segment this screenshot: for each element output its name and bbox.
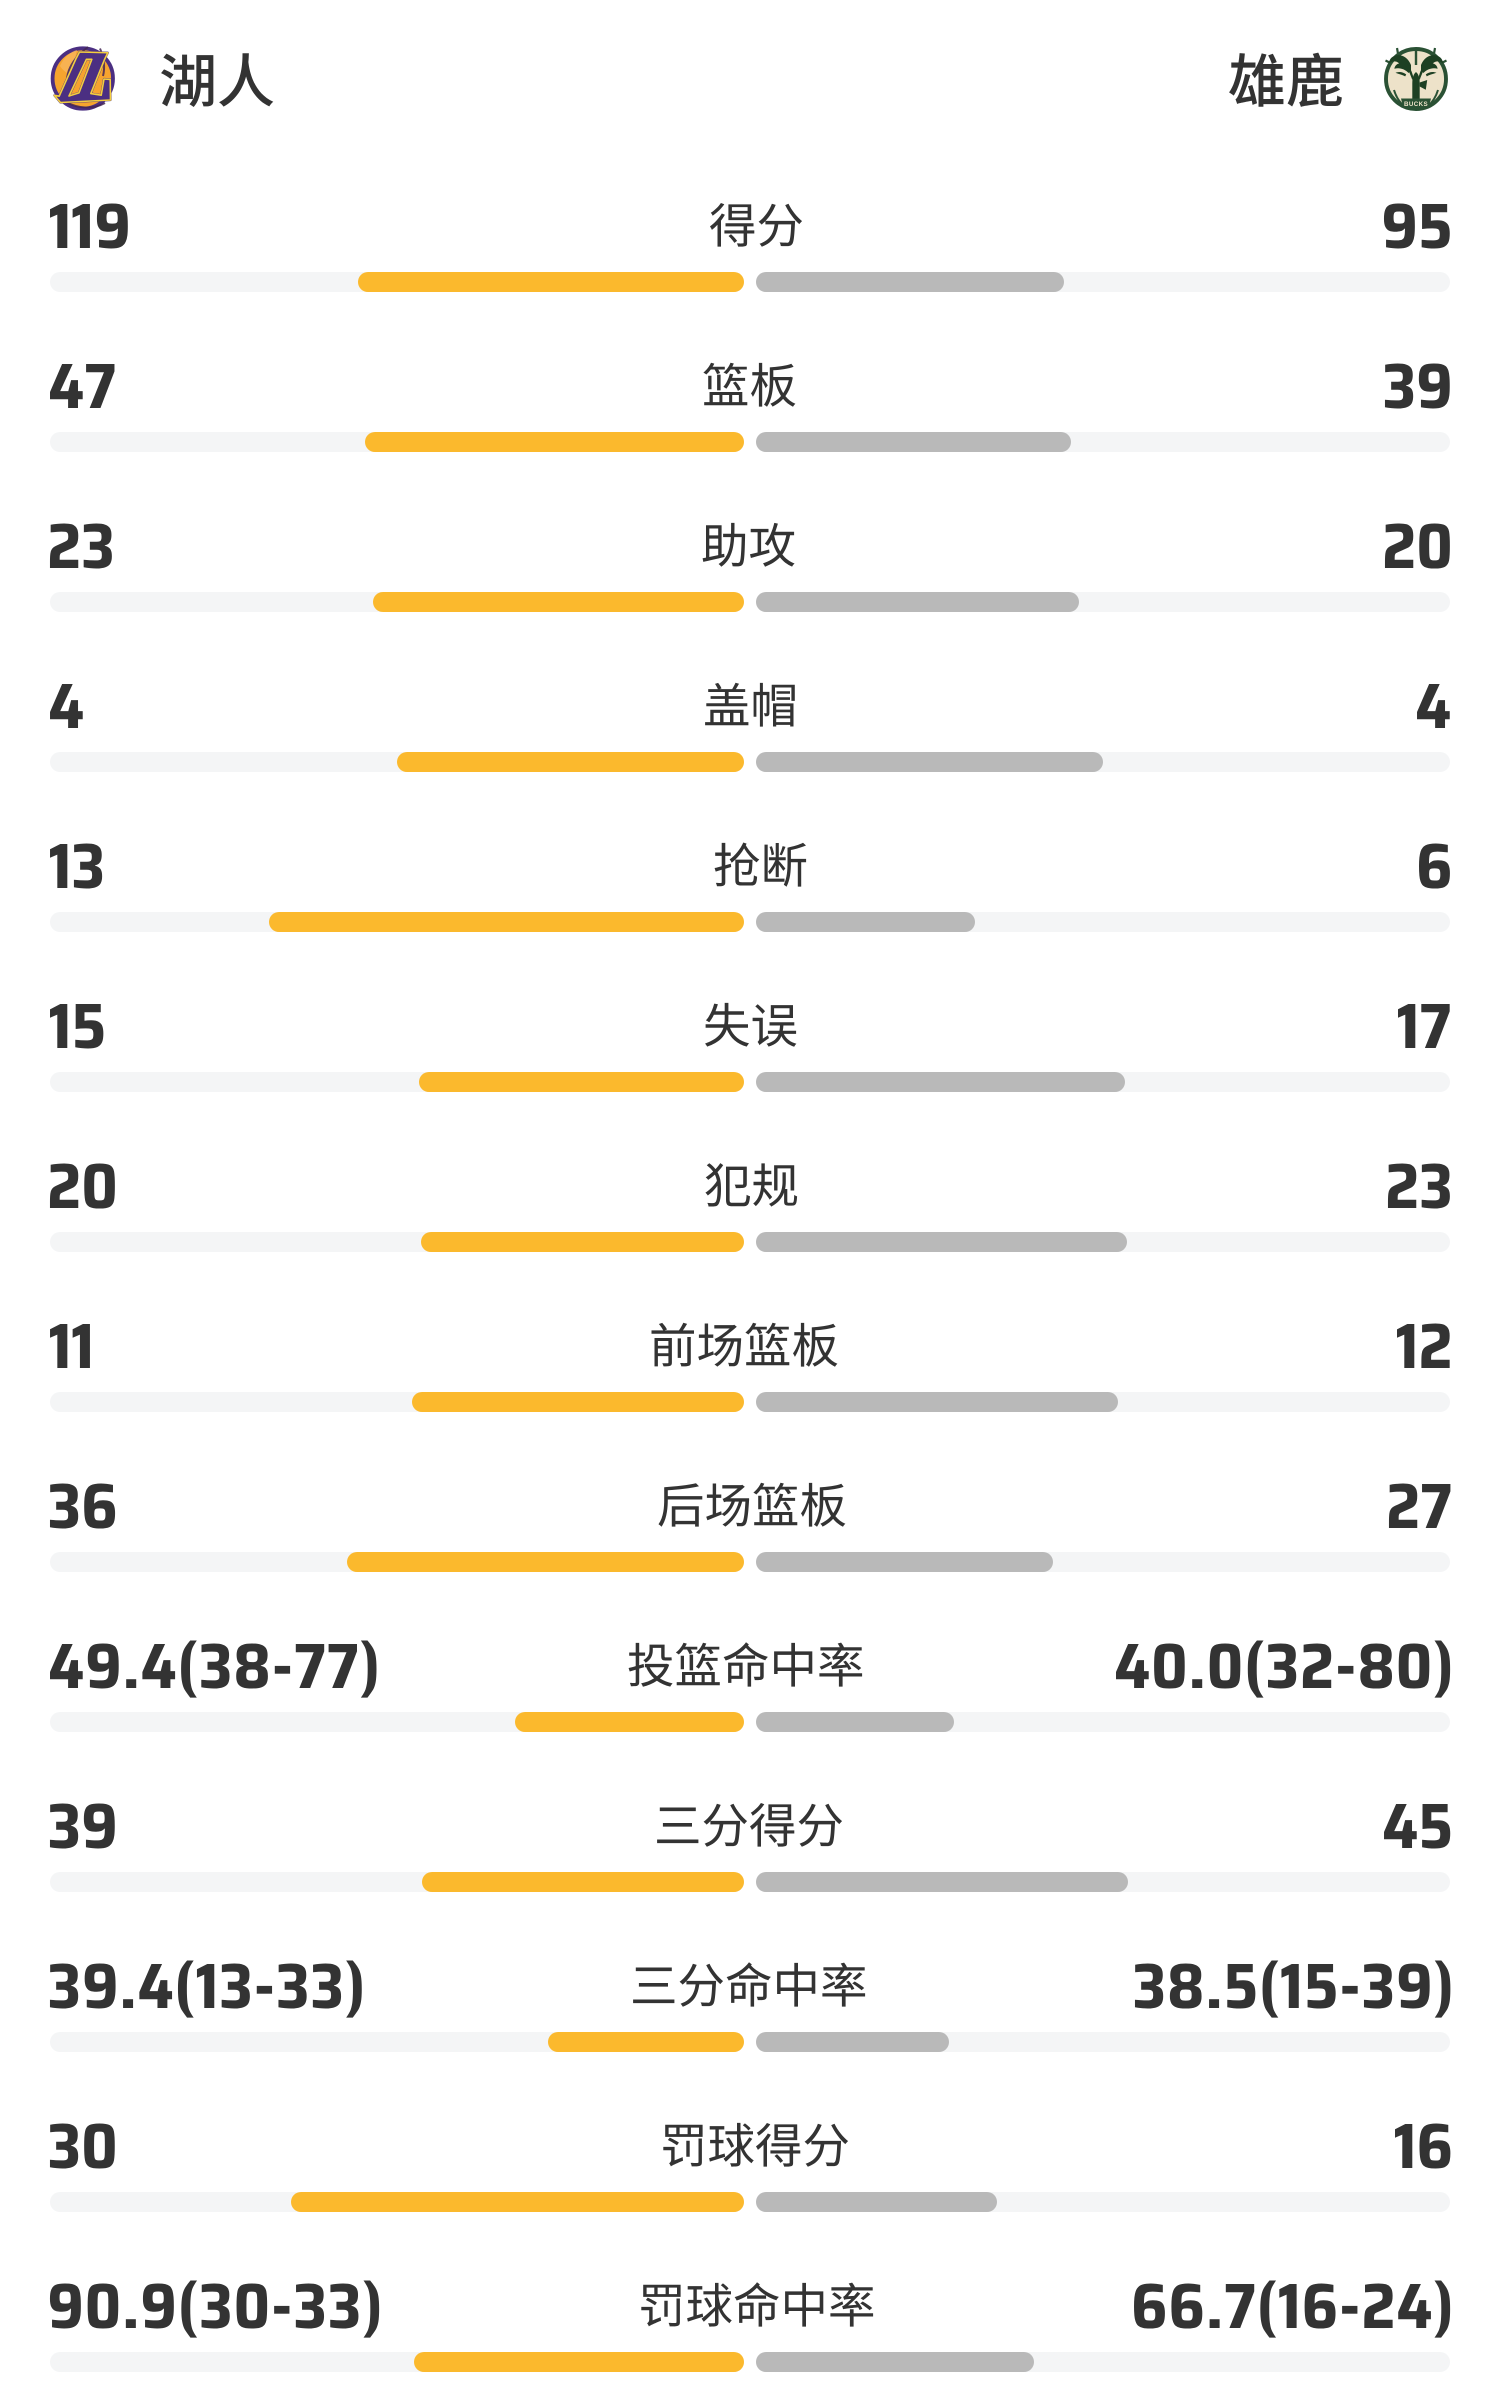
svg-text:BUCKS: BUCKS [1404,101,1428,108]
